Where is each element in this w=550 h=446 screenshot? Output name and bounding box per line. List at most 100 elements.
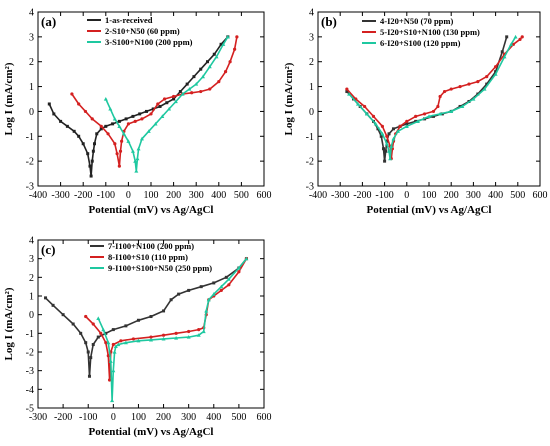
panel-c-panel-label: (c) <box>41 242 55 257</box>
panel-c-chart: -300 -200 -100 0 100 200 300 400 500 600 -5 -4 -3 -2 -… <box>3 236 272 439</box>
panel-a-y-tick-label: 4 <box>29 8 34 19</box>
panel-b-x-tick-label: 600 <box>533 190 548 201</box>
panel-a-data-point <box>106 132 110 136</box>
panel-c-data-point <box>104 341 108 345</box>
panel-b-data-point <box>505 35 509 39</box>
panel-a-data-point <box>77 134 81 138</box>
panel-a-data-point <box>180 92 185 96</box>
panel-a-data-point <box>187 87 192 91</box>
panel-c-data-point <box>187 288 191 292</box>
panel-b-y-tick-label: 1 <box>309 82 314 93</box>
panel-a-data-point <box>190 91 194 95</box>
panel-b-data-point <box>414 119 418 123</box>
panel-c-data-point <box>104 331 108 335</box>
panel-c-data-point <box>123 340 128 345</box>
panel-c-legend-entry: 7-I100+N100 (200 ppm) <box>108 241 194 251</box>
panel-a-data-point <box>160 114 165 118</box>
panel-c-data-point <box>116 342 121 347</box>
panel-c-x-tick-label: 0 <box>111 412 116 423</box>
panel-b-y-tick-label: 4 <box>309 8 314 19</box>
panel-c-data-point <box>149 335 153 339</box>
panel-c-x-tick-label: 100 <box>131 412 146 423</box>
panel-c-data-point <box>106 340 111 345</box>
panel-c-data-point <box>149 337 153 342</box>
panel-a-data-point <box>219 42 223 46</box>
panel-a-data-point <box>117 124 122 128</box>
panel-b-data-point <box>460 104 465 109</box>
panel-a-data-point <box>52 112 56 116</box>
panel-b-legend-entry: 4-I20+N50 (70 ppm) <box>380 16 453 26</box>
panel-b-y-tick-label: -2 <box>306 157 314 168</box>
panel-c-legend-entry: 8-I100+S10 (110 ppm) <box>108 252 188 262</box>
panel-c-data-point <box>136 318 140 322</box>
panel-b-data-point <box>363 104 367 109</box>
panel-a-data-point <box>91 149 95 153</box>
panel-b-legend-entry: 5-I20+S10+N100 (130 ppm) <box>380 27 480 37</box>
panel-b-data-point <box>518 37 522 41</box>
panel-a-data-point <box>59 119 63 123</box>
panel-c-x-tick-label: 600 <box>257 412 272 423</box>
panel-a-y-tick-label: 0 <box>29 107 34 118</box>
panel-c-data-point <box>44 296 48 300</box>
panel-a-data-point <box>113 142 117 146</box>
panel-c-data-point <box>51 303 55 307</box>
panel-b-series-line-1 <box>346 36 508 162</box>
panel-a-data-point <box>77 102 81 106</box>
panel-b-data-point <box>467 82 471 86</box>
panel-b-y-axis-label: Log I (mA/cm²) <box>283 62 295 135</box>
panel-b-data-point <box>436 104 440 109</box>
panel-b-data-point <box>387 132 391 136</box>
panel-a-data-point <box>206 60 209 64</box>
panel-a-data-point <box>118 149 123 153</box>
panel-b-data-point <box>494 65 498 69</box>
panel-c-data-point <box>226 277 231 281</box>
panel-b-data-point <box>422 112 427 116</box>
panel-c-data-point <box>110 398 115 403</box>
panel-a-data-point <box>135 156 140 161</box>
panel-c-data-point <box>237 270 241 274</box>
panel-a-data-point <box>103 97 108 101</box>
panel-a-data-point <box>167 106 172 111</box>
panel-a-data-point <box>172 97 176 101</box>
panel-a-data-point <box>112 116 117 121</box>
panel-a-data-point <box>178 90 182 94</box>
panel-c-data-point <box>124 324 128 328</box>
panel-b-data-point <box>380 131 385 136</box>
panel-a-data-point <box>200 74 205 79</box>
panel-a-data-point <box>199 67 203 71</box>
panel-b-x-tick-label: -400 <box>309 190 327 201</box>
panel-b-x-tick-label: 0 <box>404 190 409 201</box>
panel-b-data-point <box>395 129 400 133</box>
panel-c-data-point <box>119 339 123 343</box>
panel-b-data-point <box>520 35 524 39</box>
panel-c-data-point <box>219 284 224 289</box>
panel-c-legend-entry: 9-I100+S100+N50 (250 ppm) <box>108 263 212 273</box>
panel-a-data-point <box>136 146 141 151</box>
panel-a-data-point <box>199 89 203 94</box>
panel-c-data-point <box>101 327 106 332</box>
panel-a-data-point <box>185 82 189 86</box>
panel-c-x-tick-label: -200 <box>54 412 72 423</box>
panel-a-data-point <box>207 64 212 69</box>
panel-b-data-point <box>376 127 380 131</box>
panel-b-y-tick-label: -3 <box>306 182 314 193</box>
panel-b-data-point <box>385 139 389 143</box>
panel-b-x-axis-label: Potential (mV) vs Ag/AgCl <box>367 204 492 216</box>
panel-c-data-point <box>196 333 201 337</box>
panel-a-data-point <box>156 102 160 106</box>
panel-a-data-point <box>86 152 90 156</box>
panel-c-data-point <box>169 298 173 302</box>
panel-a-panel-label: (a) <box>41 14 56 29</box>
panel-a-data-point <box>233 47 237 51</box>
panel-a-x-tick-label: -300 <box>51 190 69 201</box>
panel-b-data-point <box>502 54 507 59</box>
panel-a-x-axis-label: Potential (mV) vs Ag/AgCl <box>89 204 214 216</box>
panel-b-data-point <box>431 109 436 114</box>
panel-b-data-point <box>449 87 453 91</box>
panel-b-legend-entry: 6-I20+S100 (120 ppm) <box>380 38 461 48</box>
panel-a-data-point <box>214 54 219 59</box>
panel-a-data-point <box>104 124 108 128</box>
panel-b-series-line-2 <box>346 36 523 160</box>
panel-b-data-point <box>442 89 447 94</box>
